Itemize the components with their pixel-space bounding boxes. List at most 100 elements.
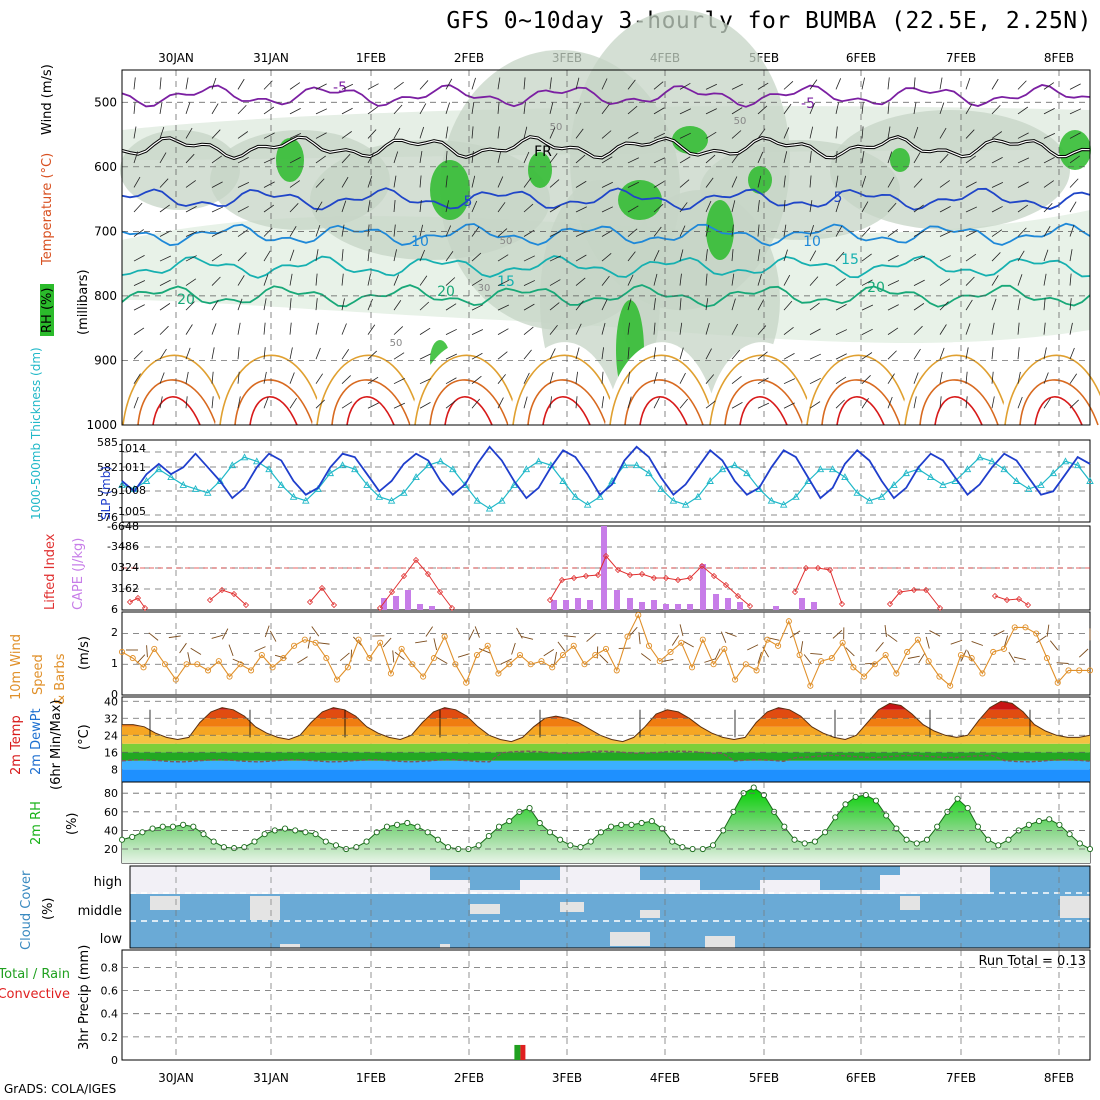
wind-barb <box>185 77 189 90</box>
thickness-line-marker <box>694 492 702 500</box>
cloud-gap <box>640 910 660 918</box>
thickness-line-marker <box>522 465 531 473</box>
cloud-high-block <box>640 866 900 890</box>
wind-barb-10m <box>382 637 392 648</box>
wind-barb <box>393 274 399 286</box>
wind-barb <box>185 278 197 286</box>
wind-barb <box>757 151 764 164</box>
wind-barb <box>315 298 318 311</box>
thickness-line-marker <box>424 461 433 469</box>
lifted-index-tick: 0 <box>111 561 118 574</box>
wind-barb <box>705 154 716 164</box>
wind-speed-line-marker <box>968 655 975 662</box>
cape-bar <box>700 564 706 610</box>
wind-barb <box>835 78 842 90</box>
thickness-line-marker <box>632 461 641 469</box>
lifted-index-marker <box>886 600 894 608</box>
wind-barb-10m <box>789 630 801 639</box>
thickness-line-marker <box>596 492 604 500</box>
wind-speed-line-marker <box>204 667 212 674</box>
footer-credit: GrADS: COLA/IGES <box>4 1082 117 1096</box>
wind-barb <box>601 206 613 213</box>
rh-patch-grey <box>830 110 1070 230</box>
wind-speed-line-marker <box>237 661 244 668</box>
wind-barb <box>211 206 224 213</box>
rh-patch-green <box>430 160 470 220</box>
cape-tick: 486 <box>118 540 139 553</box>
wind-barb-10m <box>810 652 823 655</box>
wind-barb <box>731 323 738 335</box>
wind-barb <box>211 103 219 115</box>
rh2m-line-marker <box>312 831 319 838</box>
lifted-index-marker <box>662 574 670 582</box>
wind-barb <box>159 279 171 286</box>
precip-axis-label: 3hr Precip (mm) <box>77 945 92 1050</box>
thickness-tick: 579 <box>97 486 118 499</box>
wind-barb <box>991 104 1001 115</box>
cloud-level-label: low <box>100 932 123 947</box>
cloud-gap <box>560 902 584 912</box>
rh2m-line-marker <box>822 829 829 836</box>
thickness-line-marker <box>706 477 714 484</box>
wind-barb <box>653 132 665 139</box>
wind-barb <box>159 348 167 360</box>
bl-clear-region <box>215 342 330 425</box>
precip-legend-total: Total / Rain <box>0 967 70 982</box>
lifted-index-marker <box>1003 596 1011 604</box>
isotherm-30 <box>919 379 999 426</box>
lifted-index-marker <box>582 572 590 580</box>
wind-speed-line-marker <box>495 670 502 677</box>
wind-barb <box>419 401 431 409</box>
thickness-line-marker <box>779 500 788 508</box>
wind-barb <box>861 101 864 114</box>
contour-label: 20 <box>437 284 455 300</box>
wind-barb-10m <box>1046 624 1050 637</box>
wind-barb <box>497 397 504 409</box>
lifted-index-line <box>994 595 1029 606</box>
wind-barb <box>653 298 656 311</box>
wind-speed-line-marker <box>710 661 717 668</box>
cape-bar <box>737 602 743 610</box>
wind-barb <box>159 101 163 114</box>
cape-bar <box>381 598 387 610</box>
lifted-index-line <box>309 587 335 606</box>
wind-barb <box>237 347 240 360</box>
wind-barb <box>523 349 532 360</box>
wind-barb <box>263 322 266 335</box>
wind-barb <box>965 129 975 139</box>
wind-barb-10m <box>228 644 234 657</box>
wind-barb <box>315 322 319 335</box>
wind-barb <box>627 396 632 409</box>
thickness-line-marker <box>988 457 996 465</box>
rh2m-line-marker <box>292 827 299 834</box>
isotherm-35 <box>739 396 788 426</box>
wind-barb <box>575 300 584 311</box>
wind-speed-line-marker <box>463 679 470 686</box>
slp-panel-frame <box>121 439 1091 523</box>
isotherm-25 <box>904 354 1011 426</box>
wind-barb <box>913 348 921 360</box>
wind-speed-line-marker <box>861 673 868 680</box>
wind-barb-10m <box>457 653 470 658</box>
thickness-line-marker <box>351 465 359 473</box>
wind-barb-10m <box>950 639 963 645</box>
wind-barb-10m <box>1049 640 1059 651</box>
wind-barb <box>601 78 608 90</box>
wind-barb <box>627 251 636 262</box>
wind-speed-line-marker <box>893 670 900 677</box>
lifted-index-marker <box>218 586 226 594</box>
wind-barb <box>549 302 560 311</box>
wind-barb <box>679 249 684 262</box>
rh-patch-green <box>890 148 910 172</box>
rh2m-area <box>122 787 1090 863</box>
cape-bar <box>551 600 557 610</box>
rh-patch-green <box>706 200 734 260</box>
wind-barb <box>549 325 558 335</box>
cape-bar <box>627 598 633 610</box>
boundary-layer-contours <box>118 342 1100 426</box>
lifted-index-marker <box>330 601 338 609</box>
wind-speed-line-marker <box>118 648 126 656</box>
wind-barb <box>289 347 293 360</box>
wind-barb <box>523 203 534 213</box>
wind-barb-10m <box>436 657 448 664</box>
